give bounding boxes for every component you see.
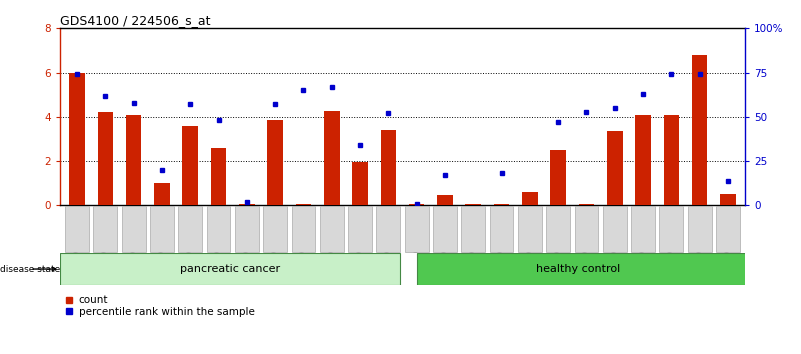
FancyBboxPatch shape: [264, 206, 287, 252]
Bar: [578, 204, 594, 205]
FancyBboxPatch shape: [235, 206, 259, 252]
FancyBboxPatch shape: [65, 206, 89, 252]
Bar: [493, 204, 509, 205]
Bar: [154, 183, 170, 205]
Bar: [409, 204, 425, 205]
FancyBboxPatch shape: [546, 206, 570, 252]
FancyBboxPatch shape: [574, 206, 598, 252]
Bar: [324, 111, 340, 205]
FancyBboxPatch shape: [716, 206, 740, 252]
Bar: [352, 162, 368, 205]
Bar: [607, 131, 622, 205]
Bar: [239, 204, 255, 205]
FancyBboxPatch shape: [376, 206, 400, 252]
FancyBboxPatch shape: [320, 206, 344, 252]
FancyBboxPatch shape: [659, 206, 683, 252]
Bar: [522, 192, 537, 205]
FancyBboxPatch shape: [489, 206, 513, 252]
FancyBboxPatch shape: [60, 253, 400, 285]
FancyBboxPatch shape: [688, 206, 711, 252]
Text: disease state: disease state: [0, 264, 60, 274]
Bar: [635, 115, 651, 205]
Bar: [720, 194, 736, 205]
FancyBboxPatch shape: [603, 206, 626, 252]
Text: pancreatic cancer: pancreatic cancer: [179, 264, 280, 274]
Bar: [183, 126, 198, 205]
Bar: [211, 148, 227, 205]
FancyBboxPatch shape: [122, 206, 146, 252]
Bar: [437, 195, 453, 205]
Bar: [69, 73, 85, 205]
Text: GDS4100 / 224506_s_at: GDS4100 / 224506_s_at: [60, 14, 211, 27]
FancyBboxPatch shape: [631, 206, 655, 252]
Bar: [268, 120, 283, 205]
FancyBboxPatch shape: [417, 253, 756, 285]
Bar: [692, 55, 707, 205]
FancyBboxPatch shape: [348, 206, 372, 252]
FancyBboxPatch shape: [461, 206, 485, 252]
Bar: [380, 130, 396, 205]
Bar: [550, 150, 566, 205]
FancyBboxPatch shape: [292, 206, 316, 252]
FancyBboxPatch shape: [94, 206, 117, 252]
Bar: [465, 204, 481, 205]
FancyBboxPatch shape: [433, 206, 457, 252]
Bar: [296, 204, 312, 205]
FancyBboxPatch shape: [179, 206, 202, 252]
Bar: [98, 113, 113, 205]
Legend: count, percentile rank within the sample: count, percentile rank within the sample: [66, 296, 255, 316]
FancyBboxPatch shape: [518, 206, 541, 252]
FancyBboxPatch shape: [207, 206, 231, 252]
Bar: [126, 115, 142, 205]
Text: healthy control: healthy control: [536, 264, 620, 274]
FancyBboxPatch shape: [405, 206, 429, 252]
Bar: [663, 115, 679, 205]
FancyBboxPatch shape: [150, 206, 174, 252]
